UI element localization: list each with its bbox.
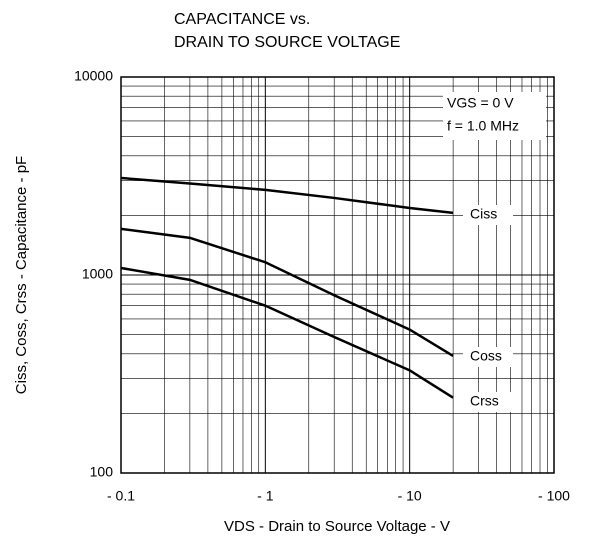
x-tick-label: - 10 xyxy=(398,488,422,504)
x-tick-label: - 0.1 xyxy=(107,488,135,504)
annotation: VGS = 0 V xyxy=(447,95,514,111)
chart-title: DRAIN TO SOURCE VOLTAGE xyxy=(174,34,400,51)
y-axis-label: Ciss, Coss, Crss - Capacitance - pF xyxy=(13,156,30,394)
y-tick-label: 1000 xyxy=(82,266,113,282)
y-tick-label: 10000 xyxy=(74,68,113,84)
x-tick-label: - 1 xyxy=(257,488,274,504)
chart: CAPACITANCE vs. DRAIN TO SOURCE VOLTAGE … xyxy=(0,0,591,546)
annotation: f = 1.0 MHz xyxy=(447,118,519,134)
chart-title: CAPACITANCE vs. xyxy=(174,11,310,28)
x-axis-label: VDS - Drain to Source Voltage - V xyxy=(224,518,450,535)
x-tick-label: - 100 xyxy=(538,488,570,504)
series-label: Ciss xyxy=(470,206,497,222)
y-tick-label: 100 xyxy=(90,464,114,480)
series-label: Crss xyxy=(470,393,499,409)
series-label: Coss xyxy=(470,348,502,364)
